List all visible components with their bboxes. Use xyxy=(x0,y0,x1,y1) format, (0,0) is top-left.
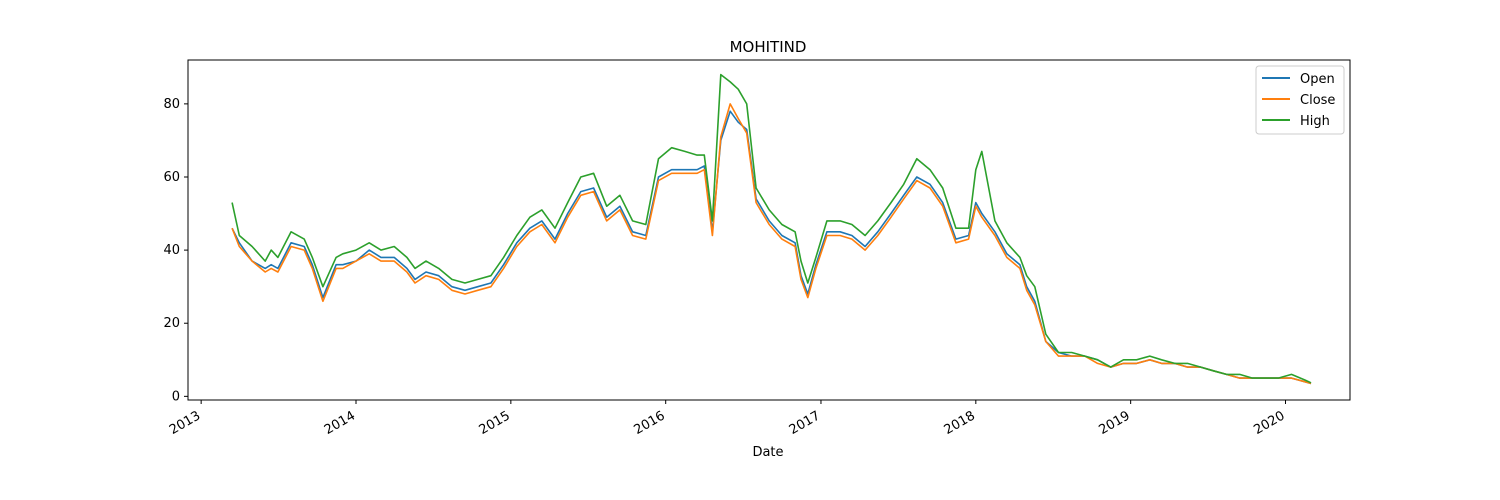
series-line-high xyxy=(231,73,1312,384)
legend-box xyxy=(1255,65,1345,135)
legend-label-close: Close xyxy=(1300,93,1335,108)
legend-label-open: Open xyxy=(1300,72,1335,87)
x-tick-label: 2016 xyxy=(632,408,668,438)
chart-title: MOHITIND xyxy=(730,38,807,56)
y-tick-label: 80 xyxy=(163,97,180,112)
x-tick-label: 2013 xyxy=(167,408,203,438)
series-line-close xyxy=(231,103,1312,385)
x-tick-label: 2017 xyxy=(787,408,823,438)
x-tick-label: 2018 xyxy=(942,408,978,438)
y-tick-label: 20 xyxy=(163,316,180,331)
legend: Open Close High xyxy=(1255,65,1345,135)
x-tick-label: 2015 xyxy=(477,408,513,438)
y-tick-label: 0 xyxy=(172,389,180,404)
x-tick-label: 2014 xyxy=(322,408,358,438)
legend-item-high: High xyxy=(1262,114,1330,129)
legend-item-close: Close xyxy=(1262,93,1335,108)
y-axis: 0 20 40 60 80 xyxy=(163,97,188,404)
x-tick-label: 2019 xyxy=(1097,408,1133,438)
legend-label-high: High xyxy=(1300,114,1330,129)
x-axis: 2013 2014 2015 2016 2017 2018 2019 2020 xyxy=(167,400,1288,438)
x-axis-label: Date xyxy=(752,445,783,460)
legend-item-open: Open xyxy=(1262,72,1335,87)
plot-area xyxy=(231,73,1312,385)
y-tick-label: 40 xyxy=(163,243,180,258)
plot-frame xyxy=(187,59,1351,401)
x-tick-label: 2020 xyxy=(1251,408,1287,438)
y-tick-label: 60 xyxy=(163,170,180,185)
